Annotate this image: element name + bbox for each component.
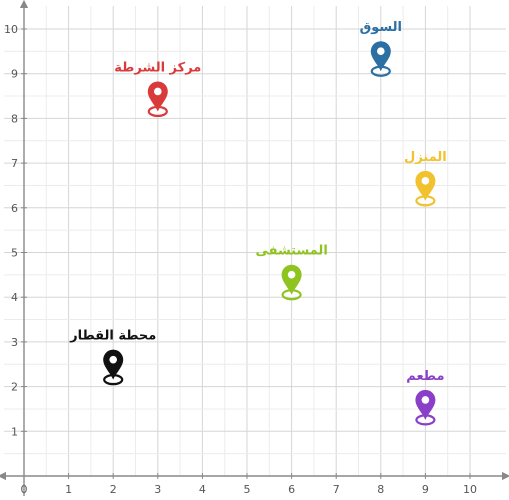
x-tick-label: 1	[65, 483, 72, 496]
place-label: محطة القطار	[69, 329, 156, 344]
place-label: المنزل	[404, 150, 447, 165]
place-label: مركز الشرطة	[114, 60, 201, 75]
y-tick-label: 3	[11, 336, 18, 349]
place-marker[interactable]: السوق	[360, 20, 402, 77]
x-tick-label: 4	[199, 483, 206, 496]
y-tick-label: 8	[11, 112, 18, 125]
map-pin-icon	[415, 389, 436, 420]
place-label: مطعم	[406, 369, 444, 384]
y-tick-label: 5	[11, 247, 18, 260]
y-tick-label: 6	[11, 202, 18, 215]
pin-hole	[287, 270, 296, 279]
x-tick-label: 10	[463, 483, 477, 496]
place-label: السوق	[360, 20, 402, 35]
place-marker[interactable]: مركز الشرطة	[114, 60, 201, 118]
pin-hole	[109, 355, 117, 364]
place-marker[interactable]: مطعم	[406, 369, 445, 426]
map-pin-icon	[370, 41, 391, 72]
x-tick-label: 9	[422, 483, 429, 496]
place-marker[interactable]: المنزل	[404, 150, 447, 207]
tick-labels: 0 1 2 3 4 5 6 7 8 9 10 1 2 3 4 5 6 7 8 9 10	[4, 23, 477, 496]
y-tick-label: 4	[11, 291, 18, 304]
place-markers: مركز الشرطة السوق المنزل المستشفى محطة القطا…	[69, 20, 447, 426]
y-tick-label: 2	[11, 381, 18, 394]
y-tick-label: 10	[4, 23, 18, 36]
place-marker[interactable]: محطة القطار	[69, 329, 156, 386]
map-pin-icon	[415, 170, 436, 201]
pin-hole	[154, 87, 162, 96]
place-marker[interactable]: المستشفى	[255, 244, 328, 301]
pin-hole	[421, 396, 430, 404]
x-tick-label: 5	[244, 483, 251, 496]
y-tick-label: 7	[11, 157, 18, 170]
x-tick-label: 3	[154, 483, 161, 496]
x-tick-label: 2	[110, 483, 117, 496]
map-pin-icon	[147, 81, 168, 112]
pin-hole	[377, 47, 385, 56]
pin-hole	[421, 177, 430, 185]
map-pin-icon	[103, 349, 124, 380]
y-tick-label: 1	[11, 425, 18, 438]
place-label: المستشفى	[255, 244, 327, 259]
map-pin-icon	[281, 264, 302, 295]
x-tick-label: 8	[377, 483, 384, 496]
x-tick-label: 6	[288, 483, 295, 496]
y-tick-label: 9	[11, 68, 18, 81]
x-tick-label: 7	[333, 483, 340, 496]
x-tick-label: 0	[21, 483, 28, 496]
